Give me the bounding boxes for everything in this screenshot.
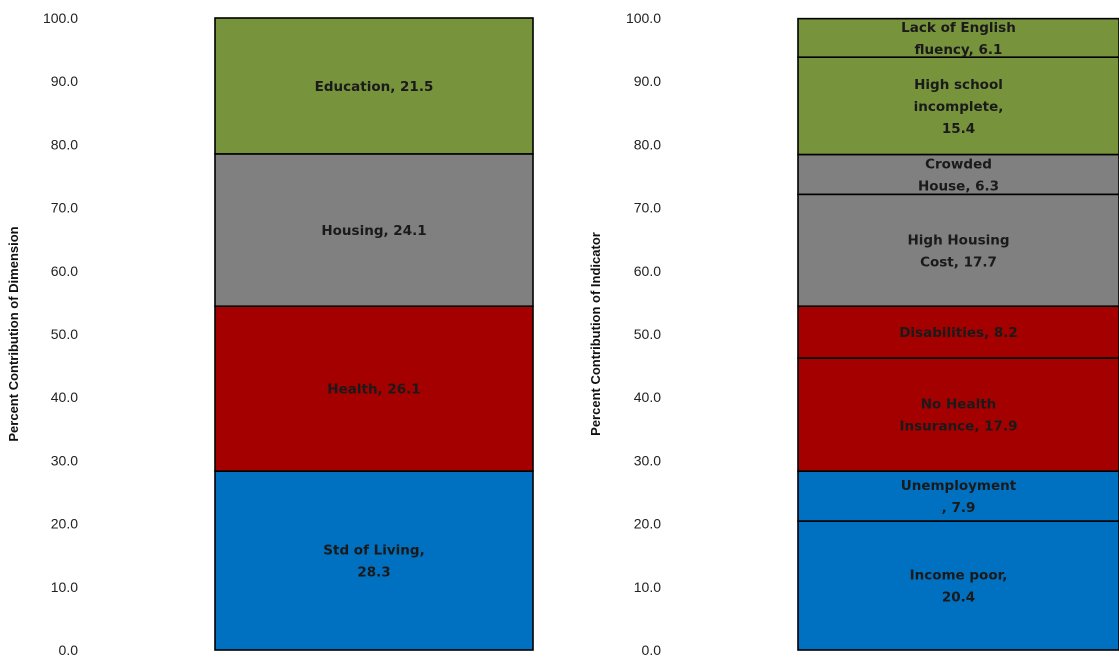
y-tick-label: 30.0 [51, 452, 78, 468]
y-tick-label: 80.0 [634, 136, 661, 152]
y-tick-label: 20.0 [634, 516, 661, 532]
y-tick-label: 0.0 [59, 642, 79, 658]
y-tick-label: 90.0 [634, 73, 661, 89]
y-tick-label: 30.0 [634, 452, 661, 468]
data-label-high-housing-cost: Cost, 17.7 [920, 254, 997, 270]
y-tick-label: 100.0 [626, 10, 661, 26]
y-tick-label: 70.0 [51, 200, 78, 216]
y-tick-label: 10.0 [634, 579, 661, 595]
data-label-std-of-living: 28.3 [357, 565, 390, 581]
bar-segment-std-of-living [214, 470, 534, 651]
bar-segment-education [214, 17, 534, 155]
bar-segment-high-school-incomplete [797, 56, 1119, 156]
y-tick-label: 70.0 [634, 200, 661, 216]
data-label-std-of-living: Std of Living, [323, 543, 424, 559]
data-label-health: Health, 26.1 [327, 382, 420, 398]
y-tick-label: 0.0 [642, 642, 662, 658]
y-tick-label: 20.0 [51, 516, 78, 532]
dimension-chart: 0.0 10.0 20.0 30.0 40.0 50.0 60.0 70.0 80.0 90.0 1… [6, 10, 534, 658]
data-label-high-housing-cost: High Housing [907, 232, 1009, 248]
bar-segment-health [214, 305, 534, 472]
indicator-chart: 0.0 10.0 20.0 30.0 40.0 50.0 60.0 70.0 80.0 90.0 1… [588, 10, 1119, 658]
data-label-no-health-insurance: Insurance, 17.9 [900, 419, 1018, 435]
data-label-income-poor: 20.4 [942, 590, 975, 606]
y-tick-label: 40.0 [634, 389, 661, 405]
bar-segment-income-poor [797, 520, 1119, 651]
y-tick-label: 60.0 [634, 263, 661, 279]
y-tick-label: 50.0 [634, 326, 661, 342]
y-tick-label: 100.0 [43, 10, 78, 26]
data-label-crowded-house: House, 6.3 [918, 178, 999, 194]
bar-segment-high-housing-cost [797, 193, 1119, 307]
bar-segment-no-health-insurance [797, 357, 1119, 472]
y-tick-label: 10.0 [51, 579, 78, 595]
data-label-high-school-incomplete: High school [914, 77, 1003, 93]
bar-segment-housing [214, 153, 534, 307]
data-label-lack-of-english-fluency: fluency, 6.1 [915, 42, 1003, 58]
y-axis-label: Percent Contribution of Indicator [588, 232, 603, 436]
y-tick-label: 40.0 [51, 389, 78, 405]
y-tick-label: 90.0 [51, 73, 78, 89]
data-label-high-school-incomplete: 15.4 [942, 121, 975, 137]
data-label-education: Education, 21.5 [315, 79, 434, 95]
y-axis-label: Percent Contribution of Dimension [6, 226, 21, 441]
data-label-income-poor: Income poor, [910, 568, 1008, 584]
data-label-high-school-incomplete: incomplete, [914, 99, 1004, 115]
data-label-lack-of-english-fluency: Lack of English [901, 20, 1016, 36]
data-label-no-health-insurance: No Health [921, 397, 997, 413]
data-label-crowded-house: Crowded [925, 156, 992, 172]
bar-segment-lack-of-english-fluency [797, 17, 1119, 58]
bar-segment-disabilities [797, 305, 1119, 359]
y-tick-label: 50.0 [51, 326, 78, 342]
data-label-unemployment: Unemployment [901, 478, 1017, 494]
data-label-housing: Housing, 24.1 [321, 223, 426, 239]
data-label-disabilities: Disabilities, 8.2 [899, 325, 1018, 341]
y-tick-label: 60.0 [51, 263, 78, 279]
y-tick-label: 80.0 [51, 136, 78, 152]
data-label-unemployment: , 7.9 [942, 500, 976, 516]
